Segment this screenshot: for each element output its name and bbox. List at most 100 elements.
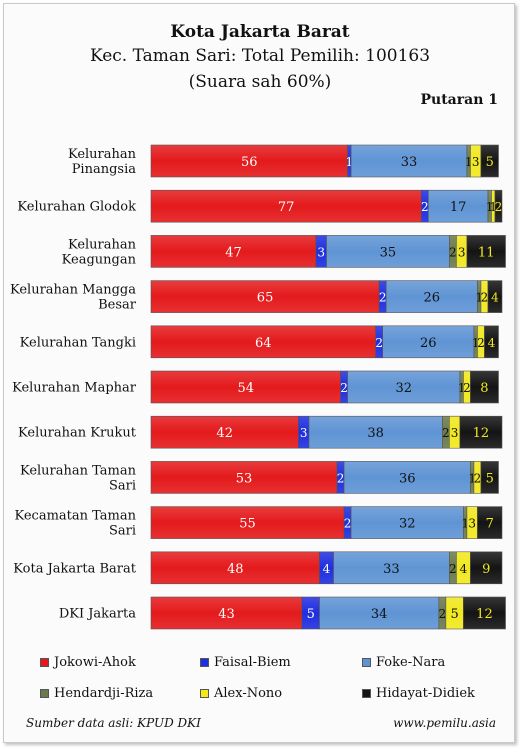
bar-value-label: 32 <box>395 381 412 396</box>
bar-segment <box>459 415 503 449</box>
bar-value-label: 1 <box>458 381 466 395</box>
bar-segment <box>466 235 506 268</box>
bar-value-label: 2 <box>442 426 450 440</box>
bar-value-label: 3 <box>300 426 308 440</box>
legend-label: Foke-Nara <box>376 655 446 670</box>
legend-swatch <box>200 658 209 667</box>
bar-value-label: 3 <box>458 245 466 259</box>
bar-value-label: 4 <box>491 291 499 305</box>
bar-value-label: 2 <box>375 336 383 350</box>
bar-value-label: 34 <box>371 607 388 622</box>
bar-segment <box>150 325 376 359</box>
bar-value-label: 1 <box>475 291 483 305</box>
bar-segment <box>477 506 503 539</box>
bar-value-label: 2 <box>463 381 471 395</box>
bar-segment <box>150 596 303 630</box>
legend-swatch <box>200 689 209 698</box>
legend-swatch <box>40 658 49 667</box>
legend-item: Foke-Nara <box>362 655 445 670</box>
bar-value-label: 1 <box>465 155 473 169</box>
bar-value-label: 2 <box>340 381 348 395</box>
bar-value-label: 2 <box>474 471 482 485</box>
bar-segment <box>150 280 380 313</box>
bar-segment <box>308 415 443 449</box>
bar-segment <box>326 235 450 268</box>
bar-value-label: 1 <box>489 200 497 214</box>
bar-value-label: 43 <box>218 607 235 622</box>
bar-value-label: 9 <box>482 562 490 577</box>
legend-item: Hidayat-Didiek <box>362 686 475 701</box>
legend-swatch <box>362 658 371 667</box>
category-label: Kelurahan Keagungan <box>62 237 137 267</box>
bar-value-label: 33 <box>401 155 418 170</box>
bar-value-label: 11 <box>478 245 495 260</box>
bar-segment <box>470 551 503 585</box>
bar-value-label: 5 <box>486 155 494 170</box>
bar-value-label: 4 <box>488 336 496 350</box>
bar-value-label: 2 <box>449 562 457 576</box>
bar-value-label: 7 <box>486 517 494 532</box>
bar-value-label: 8 <box>480 381 488 396</box>
bar-segment <box>385 280 478 313</box>
legend-label: Jokowi-Ahok <box>54 655 136 670</box>
bar-value-label: 2 <box>379 291 387 305</box>
category-label: Kota Jakarta Barat <box>13 561 136 576</box>
bar-value-label: 2 <box>344 517 352 531</box>
bar-value-label: 2 <box>481 291 489 305</box>
bar-value-label: 5 <box>486 471 494 486</box>
bar-segment <box>484 325 499 359</box>
bar-segment <box>463 596 506 630</box>
bar-value-label: 36 <box>399 471 416 486</box>
category-label: Kelurahan Pinangsia <box>68 147 137 177</box>
bar-value-label: 56 <box>241 155 258 170</box>
bar-value-label: 3 <box>472 155 480 169</box>
bar-segment <box>150 506 345 539</box>
legend-item: Hendardji-Riza <box>40 686 153 701</box>
bar-value-label: 2 <box>449 245 457 259</box>
bar-value-label: 1 <box>468 471 476 485</box>
bar-value-label: 1 <box>472 336 480 350</box>
bar-value-label: 65 <box>257 291 274 306</box>
category-label: Kelurahan Krukut <box>18 426 137 441</box>
round-label: Putaran 1 <box>420 92 499 108</box>
category-label: DKI Jakarta <box>59 607 136 622</box>
bar-value-label: 1 <box>461 517 469 531</box>
legend-label: Faisal-Biem <box>214 655 291 670</box>
bar-segment <box>150 551 320 585</box>
legend-label: Alex-Nono <box>214 686 283 701</box>
bar-segment <box>487 280 503 313</box>
source-note: Sumber data asli: KPUD DKI <box>26 716 201 730</box>
bar-segment <box>150 189 422 223</box>
website-label: www.pemilu.asia <box>393 716 496 730</box>
bar-segment <box>150 144 348 178</box>
bar-segment <box>150 370 341 404</box>
bar-segment <box>150 235 317 268</box>
category-label: Kelurahan Maphar <box>12 381 137 396</box>
category-label: Kelurahan Mangga Besar <box>10 283 137 313</box>
bar-value-label: 38 <box>367 426 384 441</box>
bar-value-label: 17 <box>450 200 467 215</box>
bar-segment <box>480 461 499 494</box>
bar-value-label: 1 <box>486 200 494 214</box>
category-label: Kelurahan Glodok <box>17 200 136 215</box>
bar-value-label: 2 <box>421 200 429 214</box>
bar-value-label: 77 <box>278 200 295 215</box>
legend-item: Jokowi-Ahok <box>40 655 136 670</box>
legend-label: Hendardji-Riza <box>54 686 154 701</box>
bar-value-label: 5 <box>307 607 315 622</box>
bar-value-label: 26 <box>424 291 441 306</box>
bar-value-label: 4 <box>323 562 331 576</box>
bar-value-label: 54 <box>237 381 254 396</box>
bar-value-label: 3 <box>451 426 459 440</box>
chart-title: Kota Jakarta Barat <box>170 22 350 42</box>
bar-segment <box>350 144 468 178</box>
category-label: Kelurahan Tangki <box>20 335 136 350</box>
category-label: Kelurahan Taman Sari <box>20 463 137 493</box>
bar-segment <box>350 506 464 539</box>
bar-value-label: 32 <box>399 517 416 532</box>
bar-segment <box>150 415 299 449</box>
category-label: Kecamatan Taman Sari <box>14 509 136 539</box>
bar-value-label: 2 <box>477 336 485 350</box>
bar-value-label: 42 <box>216 426 233 441</box>
legend-swatch <box>40 689 49 698</box>
